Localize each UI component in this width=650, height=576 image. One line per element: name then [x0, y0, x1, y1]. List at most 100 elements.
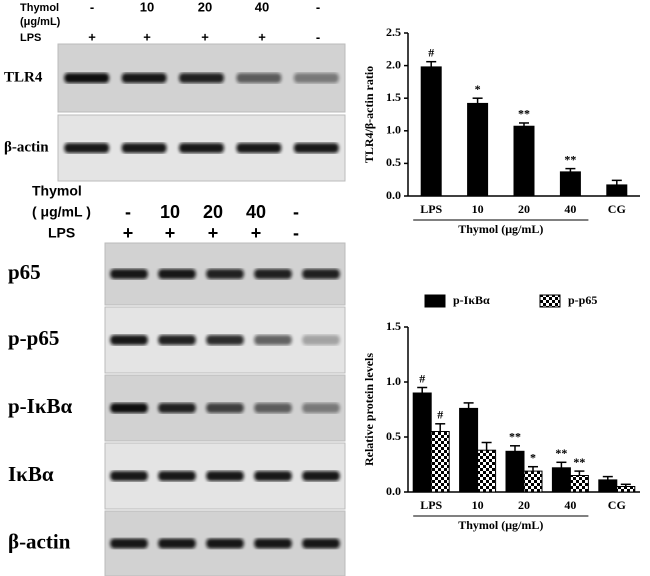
significance: #: [419, 371, 425, 385]
blot-band: [206, 471, 244, 481]
x-tick-label: 20: [518, 202, 530, 216]
bar: [430, 431, 450, 493]
legend-label: p-IκBα: [453, 293, 490, 307]
significance: #: [428, 45, 434, 59]
x-tick-label: LPS: [420, 202, 442, 216]
x-tick-label: CG: [608, 498, 626, 512]
blot-band: [110, 269, 148, 279]
blot-band: [254, 403, 292, 413]
blot-band: [158, 335, 196, 345]
blot-row-label: p-IκBα: [8, 394, 73, 418]
y-tick-label: 2.5: [386, 25, 401, 39]
bar: [467, 102, 489, 197]
blot-band: [206, 538, 244, 549]
thymol-label: Thymol: [32, 183, 82, 199]
lps-sign: +: [201, 29, 209, 44]
blot-band: [254, 538, 292, 549]
y-tick-label: 0.0: [386, 484, 401, 498]
blot-band: [179, 73, 224, 83]
thymol-dose: -: [316, 0, 320, 14]
blot-band: [121, 73, 167, 83]
bar: [523, 470, 543, 493]
blot-band: [110, 538, 148, 549]
thymol-dose: 20: [198, 0, 212, 14]
blot-band: [254, 335, 292, 345]
significance: **: [564, 152, 576, 166]
y-tick-label: 1.0: [386, 374, 401, 388]
unit-label: ( μg/mL ): [32, 204, 91, 220]
blot-row-label: IκBα: [8, 462, 54, 486]
bar: [459, 407, 479, 493]
blot-band: [158, 403, 196, 413]
y-tick-label: 1.5: [386, 90, 401, 104]
blot-band: [64, 143, 110, 153]
x-tick-label: LPS: [420, 498, 442, 512]
x-tick-label: 10: [472, 202, 484, 216]
blot-band: [206, 269, 244, 279]
y-tick-label: 0.5: [386, 155, 401, 169]
thymol-dose: 40: [255, 0, 269, 14]
blot-row-label: TLR4: [4, 69, 43, 85]
blot-band: [110, 403, 148, 413]
lps-sign: +: [208, 223, 219, 243]
lps-sign: +: [143, 29, 151, 44]
bar: [477, 449, 497, 493]
thymol-dose: 20: [203, 202, 223, 222]
bar: [513, 125, 535, 197]
blot-band: [302, 269, 340, 279]
x-tick-label: 40: [564, 202, 576, 216]
thymol-label: Thymol: [20, 2, 59, 14]
x-axis-label: Thymol (μg/mL): [458, 518, 543, 532]
bar: [559, 171, 581, 197]
significance: **: [573, 455, 585, 469]
lps-label: LPS: [48, 225, 75, 241]
y-tick-label: 0.0: [386, 188, 401, 202]
x-tick-label: CG: [608, 202, 626, 216]
significance: **: [509, 430, 521, 444]
bar: [616, 486, 636, 493]
y-tick-label: 2.0: [386, 57, 401, 71]
significance: **: [555, 446, 567, 460]
thymol-dose: 10: [140, 0, 154, 14]
bar: [420, 66, 442, 197]
blot-band: [121, 143, 167, 153]
y-axis-label: TLR4/β-actin ratio: [362, 66, 376, 163]
blot-band: [206, 403, 244, 413]
unit-label: (μg/mL): [20, 16, 61, 28]
lps-sign: -: [316, 29, 320, 44]
thymol-dose: 10: [160, 202, 180, 222]
blot-band: [293, 73, 339, 83]
y-axis-label: Relative protein levels: [362, 353, 376, 466]
lps-label: LPS: [20, 32, 41, 44]
y-tick-label: 0.5: [386, 429, 401, 443]
lps-sign: +: [251, 223, 262, 243]
blot-band: [110, 335, 148, 345]
blot-band: [254, 269, 292, 279]
blot-band: [236, 73, 282, 83]
blot-band: [302, 538, 340, 549]
blot-band: [302, 335, 340, 345]
blot-row-label: p65: [8, 260, 41, 284]
y-tick-label: 1.5: [386, 319, 401, 333]
legend-swatch: [424, 294, 446, 308]
significance: #: [437, 408, 443, 422]
bar: [551, 467, 571, 493]
significance: *: [530, 450, 536, 464]
x-axis-label: Thymol (μg/mL): [458, 222, 543, 236]
blot-band: [302, 471, 340, 481]
lps-sign: +: [123, 223, 134, 243]
blot-band: [236, 143, 282, 153]
blot-band: [254, 471, 292, 481]
x-tick-label: 20: [518, 498, 530, 512]
lps-sign: -: [293, 223, 299, 243]
blot-band: [293, 143, 339, 153]
blot-band: [179, 143, 224, 153]
blot-band: [110, 471, 148, 481]
lps-sign: +: [88, 29, 96, 44]
blot-row-label: β-actin: [8, 529, 71, 553]
blot-row-label: β-actin: [4, 139, 49, 155]
blot-band: [158, 269, 196, 279]
bar: [505, 450, 525, 493]
blot-band: [206, 335, 244, 345]
